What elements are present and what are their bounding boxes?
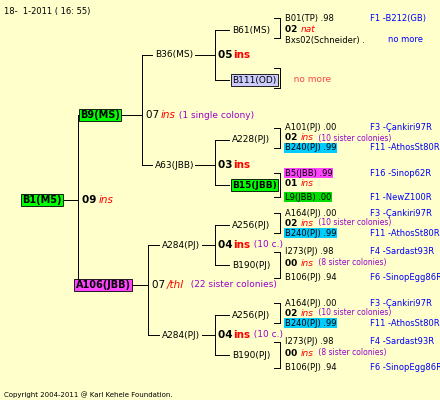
Text: A164(PJ) .00: A164(PJ) .00 — [285, 298, 337, 308]
Text: 07: 07 — [146, 110, 162, 120]
Text: 02: 02 — [285, 218, 301, 228]
Text: (10 sister colonies): (10 sister colonies) — [316, 134, 391, 142]
Text: F3 -Çankiri97R: F3 -Çankiri97R — [370, 124, 432, 132]
Text: A101(PJ) .00: A101(PJ) .00 — [285, 124, 336, 132]
Text: (10 sister colonies): (10 sister colonies) — [316, 308, 391, 318]
Text: 00: 00 — [285, 348, 301, 358]
Text: A256(PJ): A256(PJ) — [232, 310, 270, 320]
Text: ins: ins — [301, 308, 314, 318]
Text: B190(PJ): B190(PJ) — [232, 260, 270, 270]
Text: B111(OD): B111(OD) — [232, 76, 276, 84]
Text: 18-  1-2011 ( 16: 55): 18- 1-2011 ( 16: 55) — [4, 7, 90, 16]
Text: 09: 09 — [82, 195, 100, 205]
Text: L9(JBB) .00: L9(JBB) .00 — [285, 192, 331, 202]
Text: ins: ins — [233, 330, 250, 340]
Text: A164(PJ) .00: A164(PJ) .00 — [285, 208, 337, 218]
Text: A106(JBB): A106(JBB) — [76, 280, 131, 290]
Text: ins: ins — [233, 50, 250, 60]
Text: 05: 05 — [218, 50, 236, 60]
Text: F6 -SinopEgg86R: F6 -SinopEgg86R — [370, 274, 440, 282]
Text: ins: ins — [161, 110, 176, 120]
Text: F11 -AthosSt80R: F11 -AthosSt80R — [370, 318, 440, 328]
Text: B15(JBB): B15(JBB) — [232, 180, 277, 190]
Text: /thl: /thl — [167, 280, 184, 290]
Text: A284(PJ): A284(PJ) — [162, 330, 200, 340]
Text: B9(MS): B9(MS) — [80, 110, 120, 120]
Text: 01: 01 — [285, 180, 301, 188]
Text: ins: ins — [233, 160, 250, 170]
Text: ins: ins — [99, 195, 114, 205]
Text: ins: ins — [301, 258, 314, 268]
Text: 04: 04 — [218, 330, 236, 340]
Text: F3 -Çankiri97R: F3 -Çankiri97R — [370, 298, 432, 308]
Text: F16 -Sinop62R: F16 -Sinop62R — [370, 168, 431, 178]
Text: (22 sister colonies): (22 sister colonies) — [185, 280, 277, 290]
Text: 03: 03 — [218, 160, 236, 170]
Text: ins: ins — [301, 180, 314, 188]
Text: no more: no more — [285, 76, 331, 84]
Text: A228(PJ): A228(PJ) — [232, 136, 270, 144]
Text: (10 c.): (10 c.) — [248, 240, 283, 250]
Text: Copyright 2004-2011 @ Karl Kehele Foundation.: Copyright 2004-2011 @ Karl Kehele Founda… — [4, 392, 172, 398]
Text: B36(MS): B36(MS) — [155, 50, 193, 60]
Text: no more: no more — [388, 36, 423, 44]
Text: (8 sister colonies): (8 sister colonies) — [316, 258, 386, 268]
Text: (1 single colony): (1 single colony) — [176, 110, 254, 120]
Text: ins: ins — [233, 240, 250, 250]
Text: 02: 02 — [285, 26, 301, 34]
Text: 07: 07 — [152, 280, 169, 290]
Text: Bxs02(Schneider) .: Bxs02(Schneider) . — [285, 36, 365, 44]
Text: nat: nat — [301, 26, 316, 34]
Text: B01(TP) .98: B01(TP) .98 — [285, 14, 334, 22]
Text: 04: 04 — [218, 240, 236, 250]
Text: ins: ins — [301, 218, 314, 228]
Text: B240(PJ) .99: B240(PJ) .99 — [285, 318, 337, 328]
Text: (8 sister colonies): (8 sister colonies) — [316, 348, 386, 358]
Text: ins: ins — [301, 348, 314, 358]
Text: A256(PJ): A256(PJ) — [232, 220, 270, 230]
Text: B106(PJ) .94: B106(PJ) .94 — [285, 364, 337, 372]
Text: ins: ins — [301, 134, 314, 142]
Text: B5(JBB) .99: B5(JBB) .99 — [285, 168, 333, 178]
Text: F4 -Sardast93R: F4 -Sardast93R — [370, 248, 434, 256]
Text: F4 -Sardast93R: F4 -Sardast93R — [370, 338, 434, 346]
Text: F1 -B212(GB): F1 -B212(GB) — [370, 14, 426, 22]
Text: A284(PJ): A284(PJ) — [162, 240, 200, 250]
Text: F11 -AthosSt80R: F11 -AthosSt80R — [370, 228, 440, 238]
Text: A63(JBB): A63(JBB) — [155, 160, 194, 170]
Text: 00: 00 — [285, 258, 301, 268]
Text: B190(PJ): B190(PJ) — [232, 350, 270, 360]
Text: B240(PJ) .99: B240(PJ) .99 — [285, 144, 337, 152]
Text: B61(MS): B61(MS) — [232, 26, 270, 34]
Text: I273(PJ) .98: I273(PJ) .98 — [285, 248, 334, 256]
Text: B1(M5): B1(M5) — [22, 195, 62, 205]
Text: B240(PJ) .99: B240(PJ) .99 — [285, 228, 337, 238]
Text: I273(PJ) .98: I273(PJ) .98 — [285, 338, 334, 346]
Text: (10 c.): (10 c.) — [248, 330, 283, 340]
Text: 02: 02 — [285, 308, 301, 318]
Text: F3 -Çankiri97R: F3 -Çankiri97R — [370, 208, 432, 218]
Text: B106(PJ) .94: B106(PJ) .94 — [285, 274, 337, 282]
Text: F11 -AthosSt80R: F11 -AthosSt80R — [370, 144, 440, 152]
Text: F1 -NewZ100R: F1 -NewZ100R — [370, 192, 432, 202]
Text: (10 sister colonies): (10 sister colonies) — [316, 218, 391, 228]
Text: 02: 02 — [285, 134, 301, 142]
Text: F6 -SinopEgg86R: F6 -SinopEgg86R — [370, 364, 440, 372]
